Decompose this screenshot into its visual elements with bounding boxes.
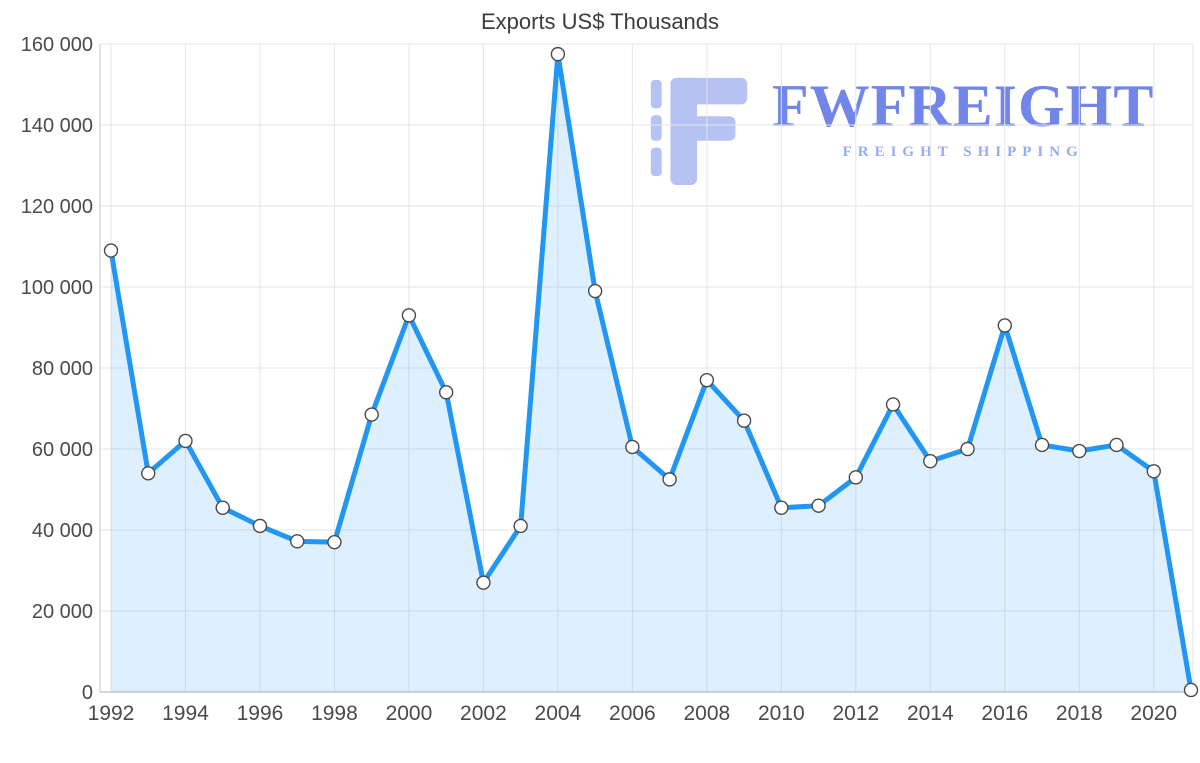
y-axis-label: 120 000 bbox=[21, 196, 93, 218]
grid-lines bbox=[99, 43, 1194, 693]
x-axis-label: 1998 bbox=[311, 702, 358, 725]
data-point-marker bbox=[327, 534, 342, 550]
x-axis-label: 2004 bbox=[535, 702, 582, 725]
chart-title: Exports US$ Thousands bbox=[480, 9, 720, 34]
data-point-marker bbox=[103, 243, 119, 258]
data-point-marker bbox=[848, 470, 864, 485]
data-point-marker bbox=[178, 433, 193, 449]
y-axis-label: 160 000 bbox=[21, 34, 93, 56]
data-point-marker bbox=[1109, 437, 1124, 453]
y-axis-labels: 0 20 000 40 000 60 000 80 000 100 000 120 000 1… bbox=[21, 34, 93, 704]
data-point-marker bbox=[438, 385, 454, 400]
fwfreight-logo-icon bbox=[650, 77, 748, 185]
x-axis-label: 2000 bbox=[386, 702, 433, 725]
data-point-marker bbox=[364, 407, 379, 422]
data-point-marker bbox=[923, 453, 938, 469]
data-point-marker bbox=[699, 372, 715, 388]
x-axis-label: 2006 bbox=[609, 702, 656, 725]
data-point-marker bbox=[1072, 443, 1087, 459]
data-point-marker bbox=[1146, 464, 1161, 479]
data-point-marker bbox=[885, 397, 901, 412]
area-fill bbox=[111, 54, 1191, 692]
x-axis-label: 1994 bbox=[162, 702, 209, 725]
data-point-marker bbox=[625, 439, 640, 455]
y-axis-label: 80 000 bbox=[32, 358, 93, 380]
x-axis-label: 2014 bbox=[907, 702, 954, 725]
data-point-marker bbox=[1183, 682, 1199, 698]
x-axis-label: 2020 bbox=[1130, 702, 1177, 725]
data-point-marker bbox=[401, 308, 417, 323]
data-point-marker bbox=[587, 283, 603, 299]
data-point-marker bbox=[550, 46, 566, 62]
x-axis-label: 2018 bbox=[1056, 702, 1103, 725]
logo-tagline: FREIGHT SHIPPING bbox=[842, 144, 1084, 160]
data-point-marker bbox=[1034, 437, 1050, 453]
logo-wordmark: FWFREIGHT bbox=[772, 73, 1155, 139]
x-axis-label: 1992 bbox=[88, 702, 135, 725]
data-point-marker bbox=[290, 534, 305, 549]
data-point-marker bbox=[811, 498, 826, 513]
data-point-marker bbox=[997, 318, 1012, 333]
data-point-marker bbox=[513, 518, 528, 534]
x-axis-labels: 1992 1994 1996 1998 2000 2002 2004 2006 2008 2010… bbox=[88, 702, 1177, 725]
y-axis-label: 60 000 bbox=[32, 439, 93, 461]
x-axis-label: 2010 bbox=[758, 702, 805, 725]
data-point-marker bbox=[960, 441, 975, 457]
y-axis-label: 100 000 bbox=[21, 277, 93, 299]
x-axis-label: 2012 bbox=[832, 702, 879, 725]
y-axis-label: 140 000 bbox=[21, 115, 93, 137]
y-axis-label: 40 000 bbox=[32, 520, 93, 542]
data-point-marker bbox=[141, 466, 156, 481]
data-point-marker bbox=[736, 413, 752, 428]
data-point-marker bbox=[252, 518, 268, 534]
data-point-marker bbox=[476, 575, 491, 590]
data-points bbox=[103, 46, 1199, 698]
y-axis-label: 20 000 bbox=[32, 601, 93, 623]
x-axis-label: 2008 bbox=[684, 702, 731, 725]
x-axis-label: 2016 bbox=[981, 702, 1028, 725]
data-point-marker bbox=[662, 472, 677, 487]
x-axis-label: 1996 bbox=[237, 702, 284, 725]
fwfreight-logo: FWFREIGHT FREIGHT SHIPPING bbox=[650, 70, 1154, 185]
logo-textblock: FWFREIGHT FREIGHT SHIPPING bbox=[772, 70, 1154, 161]
data-point-marker bbox=[215, 500, 230, 515]
y-axis-label: 0 bbox=[82, 682, 93, 704]
x-axis-label: 2002 bbox=[460, 702, 507, 725]
data-point-marker bbox=[774, 500, 789, 515]
